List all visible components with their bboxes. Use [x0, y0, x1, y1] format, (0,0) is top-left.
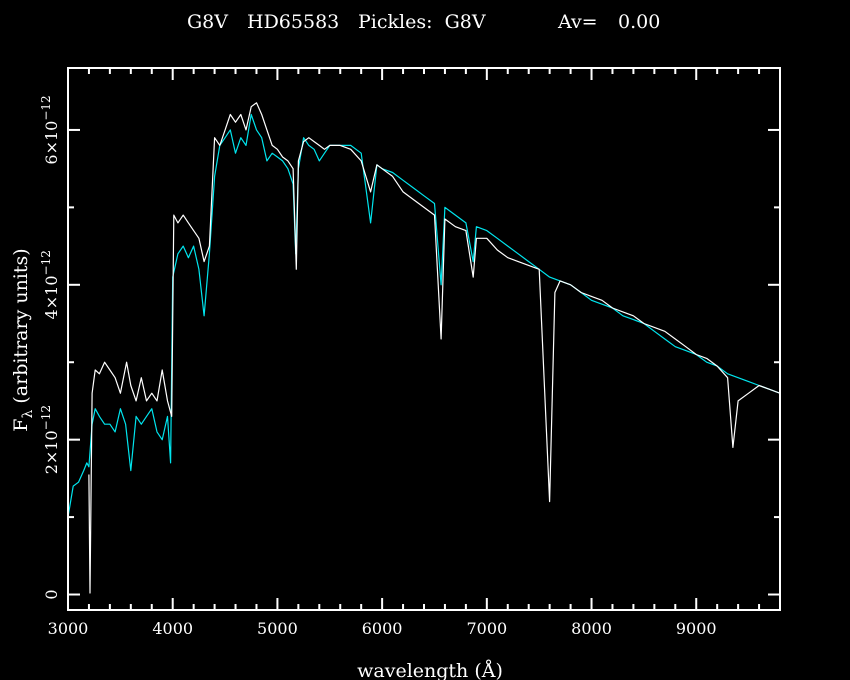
x-tick-label: 8000	[571, 619, 612, 638]
y-tick-exponent: −12	[39, 405, 53, 430]
y-axis-label-text: (arbitrary units)	[10, 248, 32, 403]
axis-ticks	[67, 68, 781, 610]
x-tick-label: 7000	[466, 619, 507, 638]
x-tick-labels: 3000 4000 5000 6000 7000 8000 9000	[48, 619, 717, 638]
y-axis-label-subscript: λ	[20, 410, 36, 419]
x-tick-label: 5000	[257, 619, 298, 638]
svg-text:2×10−12: 2×10−12	[39, 405, 61, 474]
template-spectrum-line	[69, 113, 779, 515]
title-star-name: HD65583	[247, 11, 339, 33]
y-axis-label-symbol: F	[10, 419, 32, 432]
x-tick-label: 6000	[362, 619, 403, 638]
spectrum-series	[69, 102, 779, 594]
x-tick-label: 9000	[676, 619, 717, 638]
title-av-value: 0.00	[618, 11, 660, 33]
observed-spectrum-line	[88, 102, 779, 594]
y-tick-label: 4×10−12	[39, 250, 61, 319]
title-av-label: Av=	[557, 11, 598, 33]
title-spectral-type: G8V	[187, 11, 228, 33]
y-tick-mantissa: 0	[42, 589, 61, 599]
y-tick-mantissa: 6×10	[42, 121, 61, 165]
svg-text:0: 0	[42, 589, 61, 599]
y-tick-exponent: −12	[39, 95, 53, 120]
y-tick-mantissa: 4×10	[42, 275, 61, 319]
x-tick-label: 3000	[48, 619, 89, 638]
y-tick-exponent: −12	[39, 250, 53, 275]
y-tick-labels: 02×10−124×10−126×10−12	[39, 95, 61, 599]
y-tick-mantissa: 2×10	[42, 430, 61, 474]
plot-frame	[67, 67, 781, 611]
svg-text:Fλ(arbitrary units): Fλ (arbitrary units)	[10, 248, 36, 431]
y-axis-label: Fλ (arbitrary units)	[10, 248, 36, 431]
svg-text:4×10−12: 4×10−12	[39, 250, 61, 319]
y-tick-label: 6×10−12	[39, 95, 61, 164]
y-tick-label: 2×10−12	[39, 405, 61, 474]
svg-text:6×10−12: 6×10−12	[39, 95, 61, 164]
chart-title: G8V HD65583 Pickles: G8V Av= 0.00	[187, 11, 660, 33]
title-pickles-template: Pickles: G8V	[358, 11, 486, 33]
x-axis-label: wavelength (Å)	[357, 660, 503, 680]
x-tick-label: 4000	[152, 619, 193, 638]
y-tick-label: 0	[42, 589, 61, 599]
